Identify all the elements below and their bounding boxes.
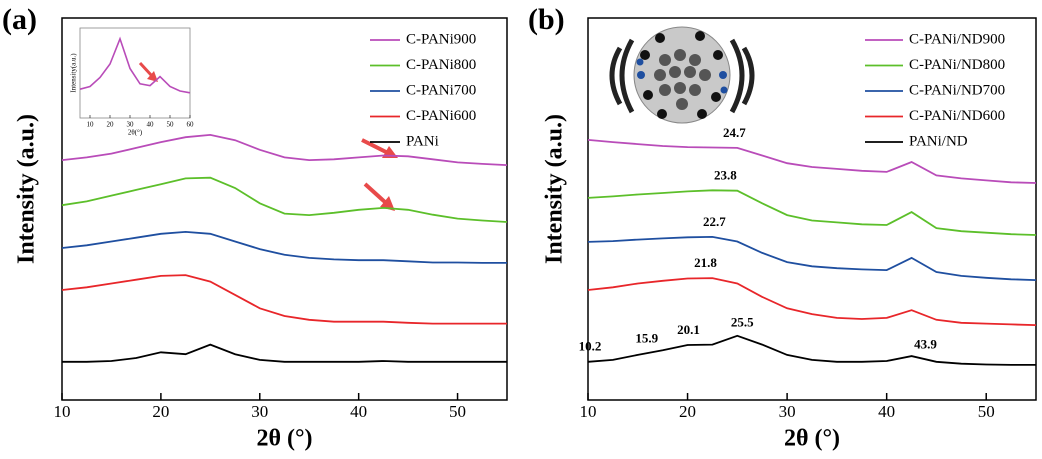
legend-label: C-PANi600 <box>406 108 476 124</box>
x-tick-label: 10 <box>54 402 71 421</box>
x-tick-label: 50 <box>978 402 995 421</box>
plot-frame <box>79 27 191 119</box>
x-axis-label: 2θ (°) <box>256 426 312 452</box>
x-tick-label: 30 <box>127 121 135 129</box>
legend-label: C-PANi/ND600 <box>909 108 1005 124</box>
peak-label: 43.9 <box>914 336 937 351</box>
x-tick-label: 40 <box>147 121 155 129</box>
peak-label: 10.2 <box>579 339 602 354</box>
data-line <box>587 277 1037 326</box>
x-tick-label: 50 <box>167 121 175 129</box>
plot-frame <box>587 17 1037 401</box>
legend-label: C-PANi700 <box>406 82 476 98</box>
x-tick-label: 30 <box>251 402 268 421</box>
peak-label: 22.7 <box>703 214 726 229</box>
peak-label: 21.8 <box>694 255 717 270</box>
x-tick-label: 20 <box>152 402 169 421</box>
legend-label: C-PANi/ND700 <box>909 82 1005 98</box>
x-tick-label: 50 <box>449 402 466 421</box>
legend-label: PANi/ND <box>909 133 968 149</box>
x-tick-label: 30 <box>779 402 796 421</box>
data-line <box>587 235 1037 281</box>
panel-label: (b) <box>528 3 565 36</box>
legend-label: C-PANi800 <box>406 57 476 73</box>
data-line <box>79 36 191 94</box>
peak-label: 15.9 <box>635 330 658 345</box>
peak-label: 24.7 <box>723 125 746 140</box>
y-axis-label: Intensity(a.u.) <box>70 53 78 93</box>
x-tick-label: 40 <box>350 402 367 421</box>
data-line <box>61 176 508 223</box>
x-tick-label: 20 <box>107 121 115 129</box>
y-axis-label: Intensity (a.u.) <box>542 114 568 264</box>
data-line <box>587 334 1036 366</box>
data-line <box>61 230 507 264</box>
nanoparticle-schematic <box>609 26 755 124</box>
plot-frame <box>61 17 508 401</box>
peak-label: 20.1 <box>677 322 700 337</box>
peak-label: 25.5 <box>731 315 754 330</box>
x-tick-label: 10 <box>580 402 597 421</box>
x-tick-label: 60 <box>187 121 195 129</box>
data-line <box>61 133 508 166</box>
panel-label: (a) <box>2 3 37 36</box>
x-axis-label: 2θ (°) <box>784 426 840 452</box>
data-line <box>587 189 1037 236</box>
peak-label: 23.8 <box>714 167 737 182</box>
arrows <box>138 61 398 211</box>
x-tick-label: 10 <box>87 121 95 129</box>
legend-label: C-PANi/ND900 <box>909 31 1005 47</box>
x-tick-label: 20 <box>679 402 696 421</box>
legend-label: C-PANi/ND800 <box>909 57 1005 73</box>
legend-label: PANi <box>406 133 439 149</box>
x-axis-label: 2θ(°) <box>128 129 143 137</box>
x-tick-label: 40 <box>878 402 895 421</box>
y-axis-label: Intensity (a.u.) <box>14 114 40 264</box>
data-line <box>61 274 507 325</box>
legend-label: C-PANi900 <box>406 31 476 47</box>
data-line <box>587 139 1037 184</box>
data-line <box>62 343 507 363</box>
